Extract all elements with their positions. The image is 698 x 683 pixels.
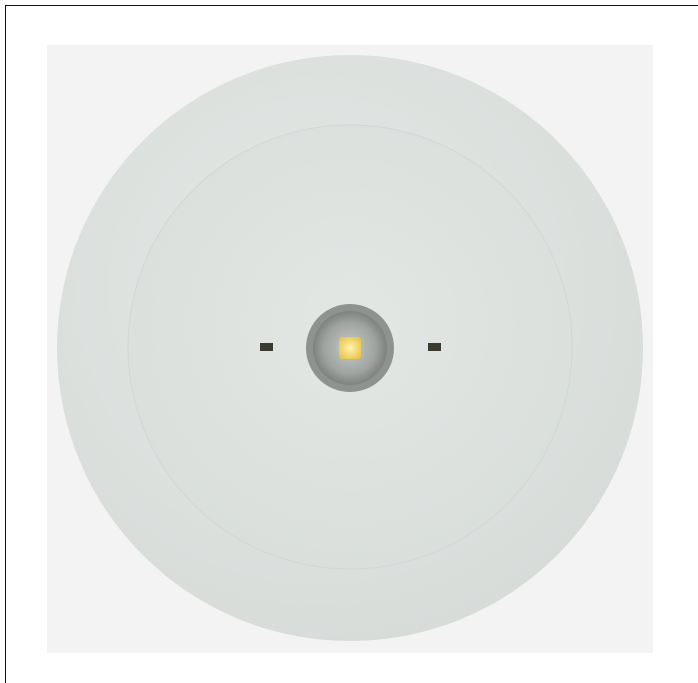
indicator-left (260, 343, 273, 351)
indicator-right (428, 343, 441, 351)
led (339, 337, 361, 359)
